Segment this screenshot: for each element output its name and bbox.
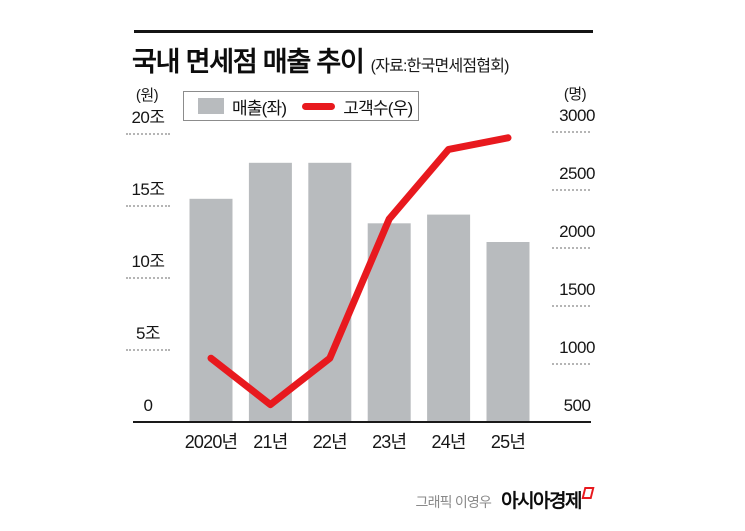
title-rule [134, 30, 593, 33]
y-axis-right-tick-dots [552, 247, 590, 249]
y-axis-left-tick-label: 20조 [131, 108, 165, 127]
graphic-credit-label: 그래픽 이영우 [415, 494, 492, 510]
brand-logo-mark-icon [581, 487, 595, 499]
x-axis-tick-label: 24년 [431, 432, 467, 452]
customers-line [207, 134, 512, 409]
x-axis-tick-label: 2020년 [184, 432, 238, 452]
x-axis-line [133, 421, 591, 423]
source-label: (자료:한국면세점협회) [370, 58, 510, 75]
y-axis-left-tick-dots [126, 349, 170, 351]
sales-bar [189, 198, 233, 422]
x-axis-tick-label: 22년 [312, 432, 348, 452]
page-title: 국내 면세점 매출 추이 [132, 47, 365, 77]
y-axis-right-tick-dots [552, 363, 590, 365]
y-axis-right-tick-label: 1000 [559, 338, 595, 357]
y-axis-right-tick-dots [552, 189, 590, 191]
y-axis-left-tick-label: 15조 [131, 180, 165, 199]
footer-credits: 그래픽 이영우 아시아경제 [415, 486, 595, 513]
customers-line-swatch-icon [302, 102, 336, 110]
legend-customers-label: 고객수(우) [343, 98, 413, 118]
y-axis-right-tick-label: 2000 [559, 222, 595, 241]
sales-bar [486, 242, 530, 422]
y-axis-left-tick-dots [126, 277, 170, 279]
y-axis-left-tick-label: 0 [143, 396, 153, 415]
y-axis-left-tick-dots [126, 205, 170, 207]
left-axis-unit-label: (원) [135, 87, 159, 104]
chart-legend: 매출(좌) 고객수(우) [183, 91, 419, 121]
x-axis-tick-label: 23년 [372, 432, 407, 452]
y-axis-left-tick-label: 5조 [135, 324, 161, 343]
y-axis-right-tick-dots [552, 131, 590, 133]
x-axis-tick-label: 21년 [253, 432, 288, 452]
title-row: 국내 면세점 매출 추이 (자료:한국면세점협회) [132, 40, 509, 79]
sales-bar-swatch-icon [198, 98, 224, 114]
sales-bar [427, 214, 471, 422]
right-axis-unit-label: (명) [563, 86, 587, 103]
legend-sales-label: 매출(좌) [232, 98, 287, 118]
y-axis-right-tick-label: 500 [563, 396, 591, 415]
x-axis-tick-label: 25년 [490, 432, 526, 452]
y-axis-right-tick-label: 2500 [559, 164, 595, 183]
y-axis-right-tick-label: 1500 [559, 280, 595, 299]
sales-bar [308, 162, 352, 423]
sales-bar [248, 162, 292, 423]
y-axis-right-tick-label: 3000 [559, 106, 595, 125]
brand-logo: 아시아경제 [501, 491, 582, 512]
y-axis-right-tick-dots [552, 305, 590, 307]
y-axis-left-tick-label: 10조 [131, 252, 165, 271]
y-axis-left-tick-dots [126, 133, 170, 135]
